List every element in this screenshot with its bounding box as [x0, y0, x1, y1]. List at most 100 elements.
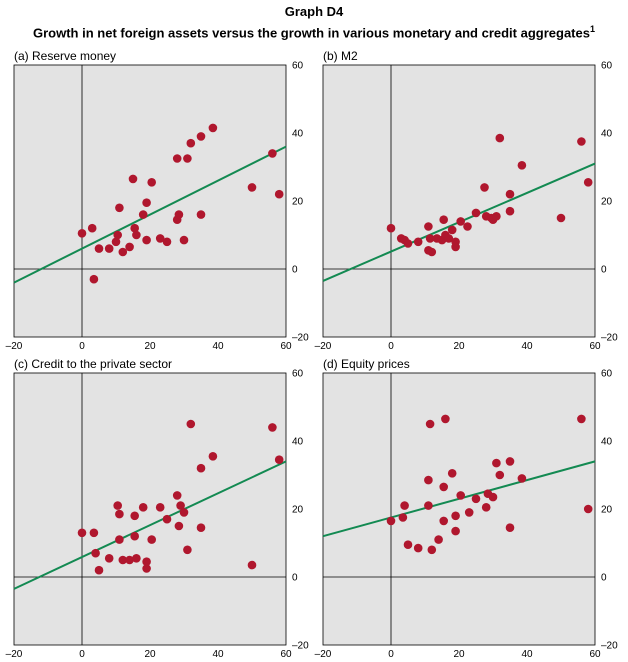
data-point: [398, 513, 408, 522]
data-point: [464, 508, 474, 517]
y-tick-label: 20: [292, 197, 304, 208]
data-point: [142, 564, 151, 573]
data-point: [94, 565, 104, 575]
plot-area: [13, 372, 287, 646]
data-point: [132, 230, 141, 240]
data-point: [208, 123, 218, 133]
x-tick-label: 20: [144, 649, 156, 660]
data-point: [179, 235, 189, 245]
y-tick-label: 60: [292, 61, 304, 72]
trend-line: [13, 145, 287, 284]
data-point: [130, 511, 139, 521]
data-point: [147, 178, 156, 187]
data-point: [427, 545, 437, 555]
y-tick-label: 60: [601, 369, 613, 380]
data-point: [104, 244, 114, 253]
data-point: [138, 503, 148, 512]
data-point: [172, 154, 182, 163]
data-point: [481, 503, 491, 512]
y-tick-label: 60: [601, 61, 613, 72]
x-tick-label: 20: [453, 341, 465, 352]
data-point: [142, 235, 151, 245]
y-tick-label: 40: [601, 129, 613, 140]
y-tick-label: –20: [292, 333, 309, 344]
data-point: [505, 206, 515, 216]
data-point: [113, 230, 122, 240]
x-tick-label: 40: [521, 649, 533, 660]
y-tick-label: 20: [601, 505, 613, 516]
data-point: [196, 132, 206, 141]
data-point: [274, 455, 284, 465]
plot-area: [322, 372, 596, 646]
data-point: [434, 535, 443, 544]
y-tick-label: –20: [601, 333, 618, 344]
data-point: [118, 555, 128, 565]
data-point: [147, 535, 156, 544]
x-tick-label: 20: [144, 341, 156, 352]
y-tick-label: 20: [601, 197, 613, 208]
x-tick-label: 40: [212, 649, 224, 660]
data-point: [268, 149, 277, 158]
x-tick-label: –20: [6, 341, 23, 352]
data-point: [89, 528, 99, 538]
data-point: [471, 494, 481, 504]
data-point: [183, 154, 192, 163]
data-point: [268, 423, 277, 432]
panel-title: (a) Reserve money: [14, 49, 116, 63]
y-tick-label: 40: [601, 437, 613, 448]
data-point: [104, 554, 114, 563]
data-point: [179, 508, 189, 517]
data-point: [128, 174, 138, 184]
x-tick-label: 40: [212, 341, 224, 352]
data-point: [125, 555, 134, 565]
y-tick-label: 0: [601, 265, 607, 276]
data-point: [115, 509, 124, 519]
x-tick-label: 0: [388, 649, 394, 660]
data-point: [118, 247, 128, 257]
data-point: [208, 452, 218, 461]
data-point: [130, 531, 139, 541]
graph-title: Graph D4: [284, 4, 344, 19]
y-tick-label: –20: [292, 641, 309, 652]
data-point: [162, 237, 172, 247]
data-point: [155, 503, 165, 512]
data-point: [132, 554, 141, 563]
data-point: [172, 491, 182, 500]
data-point: [447, 225, 457, 235]
data-point: [125, 242, 134, 252]
data-point: [176, 501, 185, 510]
y-tick-label: 40: [292, 437, 304, 448]
data-point: [174, 210, 184, 219]
data-point: [155, 234, 165, 243]
x-tick-label: 60: [280, 649, 292, 660]
data-point: [386, 223, 396, 233]
data-point: [505, 457, 515, 466]
data-point: [583, 178, 593, 187]
y-tick-label: 0: [292, 573, 298, 584]
data-point: [77, 229, 87, 238]
data-point: [115, 535, 124, 544]
data-point: [162, 514, 172, 524]
data-point: [274, 189, 284, 199]
graph-subtitle: Growth in net foreign assets versus the …: [0, 21, 628, 41]
panel-title: (d) Equity prices: [323, 357, 410, 371]
data-point: [492, 458, 501, 468]
data-point: [451, 511, 460, 521]
data-point: [577, 414, 586, 424]
data-point: [451, 526, 460, 536]
x-tick-label: 20: [453, 649, 465, 660]
y-tick-label: 60: [292, 369, 304, 380]
data-point: [186, 419, 196, 429]
data-point: [439, 215, 449, 224]
data-point: [495, 470, 505, 480]
data-point: [517, 161, 527, 170]
data-point: [441, 414, 450, 424]
data-point: [444, 234, 454, 243]
y-tick-label: 0: [601, 573, 607, 584]
data-point: [413, 237, 423, 247]
data-point: [480, 183, 489, 192]
data-point: [111, 237, 121, 247]
data-point: [94, 244, 104, 253]
data-point: [451, 237, 460, 247]
